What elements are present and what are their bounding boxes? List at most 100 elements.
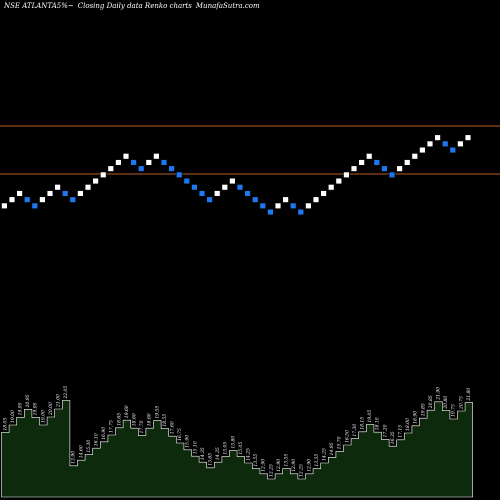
volume-label: 20.85 (428, 395, 434, 409)
up-brick (100, 171, 107, 178)
volume-label: 17.20 (382, 424, 388, 437)
volume-label: 17.60 (170, 421, 176, 434)
chart-header: NSE ATLANTA5%~ Closing Daily data Renko c… (3, 2, 260, 10)
volume-label: 18.10 (375, 417, 381, 430)
down-brick (441, 140, 449, 147)
volume-label: 15.05 (238, 442, 244, 455)
up-brick (77, 190, 84, 197)
volume-label: 12.90 (306, 459, 312, 472)
up-brick (396, 165, 403, 172)
volume-label: 16.90 (101, 427, 107, 440)
volume-label: 12.90 (261, 459, 267, 472)
up-brick (320, 190, 327, 197)
down-brick (388, 171, 396, 178)
up-brick (107, 165, 115, 172)
volume-area (1, 400, 473, 498)
down-brick (191, 184, 198, 191)
volume-label: 15.30 (86, 440, 92, 453)
volume-label: 15.70 (337, 436, 343, 449)
volume-label: 17.75 (109, 420, 115, 433)
up-brick (39, 196, 46, 203)
up-brick (229, 177, 236, 185)
up-brick (1, 202, 8, 209)
up-brick (358, 159, 365, 166)
volume-label: 18.65 (116, 413, 122, 426)
up-brick (282, 196, 289, 203)
volume-label: 13.55 (284, 454, 290, 467)
volume-label: 18.00 (405, 418, 411, 431)
down-brick (236, 184, 244, 191)
up-brick (419, 146, 426, 154)
volume-label: 21.90 (436, 387, 442, 401)
volume-label: 22.05 (63, 386, 69, 400)
volume-label: 15.80 (230, 436, 236, 449)
volume-label: 18.55 (162, 414, 168, 427)
up-brick (434, 134, 441, 141)
volume-label: 20.95 (25, 394, 31, 408)
up-brick (16, 190, 23, 197)
down-brick (198, 190, 206, 197)
volume-label: 14.25 (246, 448, 252, 461)
up-brick (343, 171, 350, 178)
volume-label: 19.05 (367, 410, 373, 423)
volume-label: 18.05 (2, 418, 8, 431)
up-brick (403, 159, 411, 166)
volume-label: 14.35 (215, 447, 221, 460)
down-brick (168, 165, 175, 172)
volume-label: 19.60 (124, 405, 130, 418)
site-text: MunafaSutra.com (195, 2, 260, 10)
volume-label: 13.65 (208, 453, 214, 466)
resistance-lines (0, 125, 500, 175)
description-text: Closing Daily data Renko charts (78, 2, 193, 10)
volume-label: 13.55 (253, 454, 259, 467)
down-brick (183, 177, 190, 185)
up-brick (335, 177, 342, 185)
up-brick (350, 165, 358, 172)
volume-label: 21.00 (56, 394, 62, 408)
volume-label: 16.35 (390, 431, 396, 444)
up-brick (84, 184, 92, 191)
volume-panel: 18.0519.0019.9520.9519.9519.0020.0021.00… (1, 386, 473, 498)
volume-label: 19.95 (18, 402, 24, 415)
volume-label: 15.05 (223, 442, 229, 455)
volume-label: 19.85 (420, 403, 426, 416)
up-brick (153, 153, 160, 160)
up-brick (54, 184, 61, 191)
up-brick (221, 184, 228, 191)
down-brick (373, 159, 380, 166)
up-brick (305, 202, 312, 209)
volume-label: 17.30 (352, 424, 358, 437)
up-brick (122, 153, 130, 160)
renko-bricks (1, 134, 472, 216)
up-brick (46, 190, 54, 197)
volume-label: 19.75 (451, 404, 457, 417)
up-brick (327, 184, 335, 191)
volume-label: 19.95 (33, 402, 39, 415)
volume-label: 18.60 (147, 413, 153, 426)
down-brick (449, 146, 456, 154)
volume-label: 13.90 (71, 451, 77, 464)
up-brick (426, 140, 434, 147)
down-brick (381, 165, 388, 172)
symbol-text: NSE ATLANTA (3, 2, 57, 10)
down-brick (160, 159, 168, 166)
volume-label: 18.15 (360, 417, 366, 430)
volume-label: 15.90 (185, 435, 191, 448)
volume-label: 20.80 (443, 396, 449, 410)
down-brick (206, 196, 213, 203)
down-brick (289, 202, 297, 209)
down-brick (176, 171, 183, 178)
volume-label: 18.60 (132, 413, 138, 426)
down-brick (267, 208, 274, 216)
volume-label: 14.25 (322, 448, 328, 461)
volume-label: 12.25 (299, 464, 305, 477)
volume-label: 16.75 (177, 428, 183, 441)
down-brick (130, 159, 137, 166)
volume-label: 12.25 (268, 464, 274, 477)
up-brick (8, 196, 16, 203)
volume-label: 16.10 (94, 433, 100, 446)
up-brick (92, 177, 99, 185)
volume-label: 19.00 (40, 410, 46, 423)
volume-label: 19.55 (154, 406, 160, 419)
